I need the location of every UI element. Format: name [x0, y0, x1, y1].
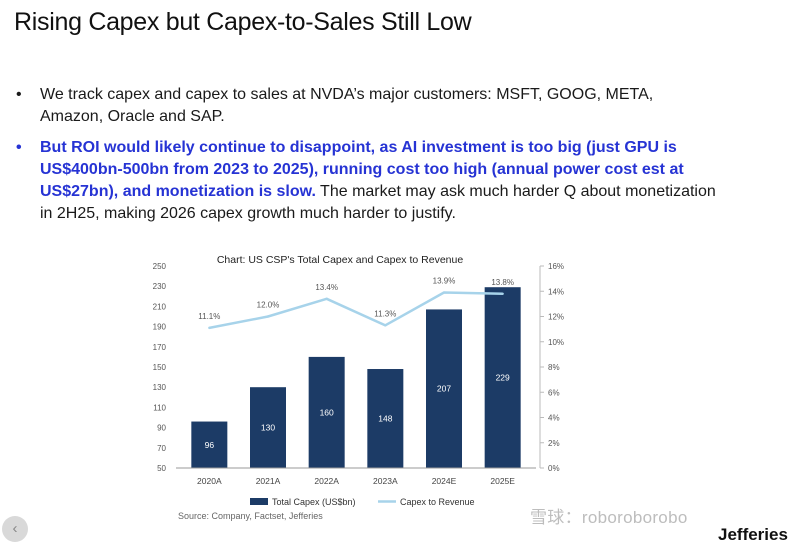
bar: [308, 356, 345, 468]
watermark: 雪球：roboroborobo: [530, 508, 688, 527]
legend-bar-label: Total Capex (US$bn): [272, 497, 356, 507]
legend-bar-swatch: [250, 498, 268, 505]
line-point: [266, 315, 270, 318]
bar: [367, 369, 404, 468]
line-value-label: 13.9%: [433, 277, 456, 286]
y-left-tick-label: 90: [157, 424, 166, 433]
bar: [484, 287, 521, 468]
line-value-label: 13.8%: [491, 278, 514, 287]
bullet-item: • We track capex and capex to sales at N…: [16, 84, 716, 128]
prev-slide-icon[interactable]: ‹: [2, 516, 28, 542]
bar-value-label: 96: [205, 440, 215, 450]
bullet-highlight-text: But ROI would likely continue to disappo…: [40, 139, 684, 200]
y-right-tick-label: 12%: [548, 313, 564, 322]
y-left-tick-label: 210: [153, 302, 167, 311]
bar: [426, 309, 462, 468]
line-point: [208, 326, 211, 330]
legend-line-label: Capex to Revenue: [400, 497, 475, 507]
line-path: [209, 291, 503, 330]
y-right-tick-label: 4%: [548, 414, 560, 423]
bar: [250, 387, 286, 468]
y-left-tick-label: 150: [153, 363, 167, 372]
bar: [191, 421, 228, 468]
bar-value-label: 148: [378, 414, 392, 424]
y-right-tick-label: 8%: [548, 363, 560, 372]
chart-source: Source: Company, Factset, Jefferies: [178, 511, 323, 521]
line-value-label: 11.1%: [198, 312, 220, 321]
bar-value-label: 160: [320, 407, 334, 417]
y-left-tick-label: 230: [153, 282, 167, 291]
x-tick-label: 2024E: [432, 476, 457, 486]
bullet-marker: •: [16, 86, 22, 103]
y-left-tick-label: 110: [153, 403, 166, 412]
line-point: [384, 324, 387, 327]
bar-value-label: 130: [261, 423, 275, 433]
y-axis-left: 250 230 210 190 170 150 130 110 90 70 50: [153, 262, 167, 473]
y-axis-right: 16% 14% 12% 10% 8% 6% 4% 2% 0%: [539, 262, 564, 473]
bar-value-label: 207: [437, 384, 451, 394]
y-right-tick-label: 16%: [548, 262, 564, 271]
y-left-tick-label: 130: [153, 383, 167, 392]
bullet-item-highlight: • But ROI would likely continue to disap…: [16, 137, 716, 225]
x-tick-label: 2021A: [256, 476, 281, 486]
bullet-list: • We track capex and capex to sales at N…: [16, 84, 716, 234]
capex-chart: Chart: US CSP's Total Capex and Capex to…: [153, 254, 564, 507]
x-tick-label: 2023A: [373, 476, 398, 486]
y-left-tick-label: 70: [157, 444, 166, 453]
y-right-tick-label: 10%: [548, 338, 564, 347]
bar-value-label: 229: [496, 373, 510, 383]
bullet-text: We track capex and capex to sales at NVD…: [40, 86, 654, 125]
chart-title: Chart: US CSP's Total Capex and Capex to…: [217, 254, 464, 266]
y-left-tick-label: 50: [157, 464, 166, 473]
line-point: [325, 297, 328, 301]
y-right-tick-label: 14%: [548, 287, 564, 296]
bar-series: 96 130 160 148 207 229: [176, 287, 536, 469]
line-value-label: 11.3%: [374, 309, 396, 318]
chart-legend: Total Capex (US$bn) Capex to Revenue: [250, 497, 475, 507]
y-right-tick-label: 6%: [548, 388, 560, 397]
y-left-tick-label: 190: [153, 323, 167, 332]
y-right-tick-label: 2%: [548, 439, 560, 448]
x-axis: 2020A 2021A 2022A 2023A 2024E 2025E: [197, 476, 515, 486]
y-left-tick-label: 170: [153, 343, 167, 352]
jefferies-logo: Jefferies: [718, 525, 788, 544]
bullet-text: The market may ask much harder Q about m…: [40, 183, 716, 222]
slide-title: Rising Capex but Capex-to-Sales Still Lo…: [14, 8, 472, 36]
line-value-label: 12.0%: [257, 301, 280, 310]
line-point: [501, 292, 504, 295]
x-tick-label: 2025E: [490, 476, 515, 486]
line-point: [442, 291, 446, 294]
y-left-tick-label: 250: [153, 262, 167, 271]
x-tick-label: 2020A: [197, 476, 222, 486]
line-series: 11.1% 12.0% 13.4% 11.3% 13.9% 13.8%: [198, 277, 514, 330]
bullet-marker: •: [16, 139, 22, 156]
y-right-tick-label: 0%: [548, 464, 560, 473]
x-tick-label: 2022A: [314, 476, 339, 486]
line-value-label: 13.4%: [315, 283, 338, 292]
